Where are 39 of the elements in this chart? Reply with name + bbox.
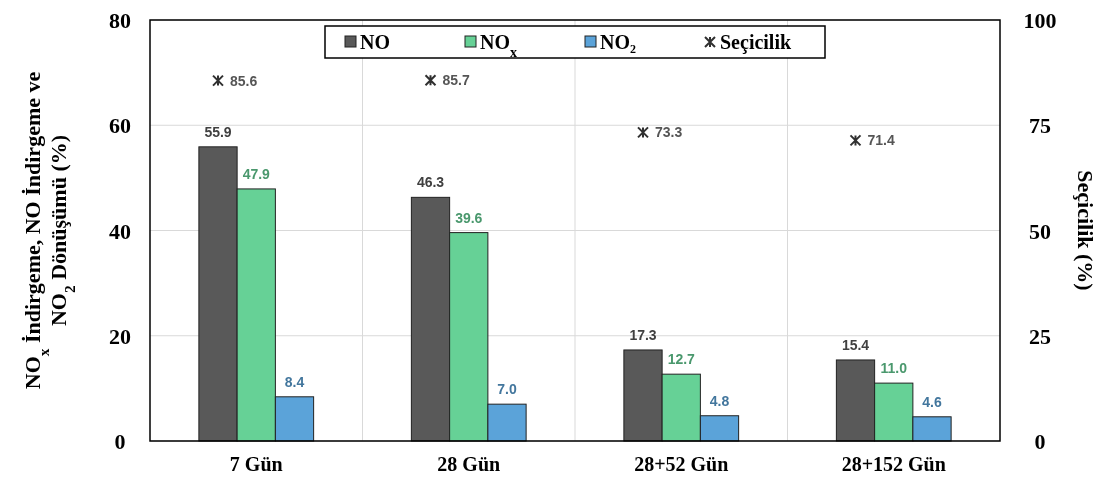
y2-tick-label: 50 bbox=[1029, 218, 1051, 244]
y2-tick-label: 100 bbox=[1023, 8, 1057, 33]
x-tick-label: 28 Gün bbox=[437, 453, 501, 475]
data-label: 11.0 bbox=[880, 360, 908, 377]
y-tick-label: 40 bbox=[109, 218, 131, 244]
legend-label: NO$_{x}$ bbox=[480, 31, 517, 60]
x-tick-label: 28+152 Gün bbox=[841, 453, 946, 475]
x-tick-label: 28+52 Gün bbox=[634, 453, 729, 475]
data-label: 15.4 bbox=[841, 336, 870, 353]
y-tick-label: 20 bbox=[109, 323, 131, 349]
data-label: 73.3 bbox=[655, 124, 683, 141]
data-label: 17.3 bbox=[629, 326, 657, 343]
data-label: 47.9 bbox=[242, 165, 271, 182]
point bbox=[637, 126, 649, 139]
y2-tick-label: 25 bbox=[1029, 323, 1051, 349]
data-label: 46.3 bbox=[416, 174, 445, 191]
data-label: 71.4 bbox=[867, 132, 895, 149]
legend-label: NO bbox=[360, 31, 390, 53]
point bbox=[424, 74, 437, 87]
data-label: 4.6 bbox=[922, 393, 942, 410]
point bbox=[849, 134, 862, 147]
data-label: 85.6 bbox=[230, 72, 258, 89]
data-label: 85.7 bbox=[442, 72, 470, 89]
data-label: 55.9 bbox=[204, 123, 232, 140]
data-label: 7.0 bbox=[497, 381, 517, 398]
legend-label: NO₂ bbox=[600, 31, 636, 53]
y-tick-label: 0 bbox=[114, 429, 126, 454]
data-label: 4.8 bbox=[709, 392, 730, 409]
y2-tick-label: 0 bbox=[1034, 429, 1046, 454]
y2-axis-title: Seçicilik (%) bbox=[1073, 170, 1098, 291]
data-label: 39.6 bbox=[455, 209, 483, 226]
data-label: 12.7 bbox=[667, 351, 696, 368]
data-label: 8.4 bbox=[284, 373, 305, 390]
y2-tick-label: 75 bbox=[1029, 113, 1051, 139]
point bbox=[212, 74, 224, 87]
x-tick-label: 7 Gün bbox=[229, 453, 283, 475]
y-tick-label: 60 bbox=[109, 113, 131, 139]
legend-label: Seçicilik bbox=[720, 31, 792, 54]
y-tick-label: 80 bbox=[109, 8, 131, 33]
